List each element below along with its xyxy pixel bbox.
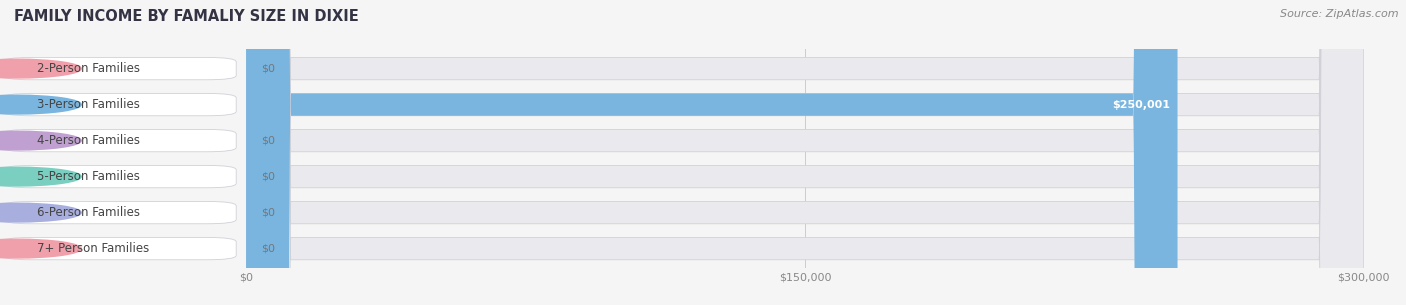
Text: 7+ Person Families: 7+ Person Families — [37, 242, 149, 255]
Text: $0: $0 — [262, 136, 276, 145]
Text: 5-Person Families: 5-Person Families — [37, 170, 139, 183]
FancyBboxPatch shape — [246, 0, 1178, 305]
Text: 4-Person Families: 4-Person Families — [37, 134, 141, 147]
Circle shape — [0, 167, 82, 186]
Text: $0: $0 — [262, 208, 276, 217]
Text: $0: $0 — [262, 172, 276, 181]
FancyBboxPatch shape — [3, 57, 236, 80]
FancyBboxPatch shape — [246, 0, 1364, 305]
Text: 3-Person Families: 3-Person Families — [37, 98, 139, 111]
Text: FAMILY INCOME BY FAMALIY SIZE IN DIXIE: FAMILY INCOME BY FAMALIY SIZE IN DIXIE — [14, 9, 359, 24]
FancyBboxPatch shape — [246, 0, 1364, 305]
Text: 6-Person Families: 6-Person Families — [37, 206, 141, 219]
FancyBboxPatch shape — [3, 201, 236, 224]
Circle shape — [0, 131, 82, 150]
FancyBboxPatch shape — [246, 0, 1364, 305]
FancyBboxPatch shape — [3, 237, 236, 260]
FancyBboxPatch shape — [246, 0, 1364, 305]
FancyBboxPatch shape — [3, 129, 236, 152]
Text: $0: $0 — [262, 64, 276, 74]
Text: $0: $0 — [262, 244, 276, 253]
Circle shape — [0, 203, 82, 222]
Text: 2-Person Families: 2-Person Families — [37, 62, 141, 75]
FancyBboxPatch shape — [3, 165, 236, 188]
Text: Source: ZipAtlas.com: Source: ZipAtlas.com — [1281, 9, 1399, 19]
Circle shape — [0, 59, 82, 78]
FancyBboxPatch shape — [246, 0, 1364, 305]
Text: $250,001: $250,001 — [1112, 100, 1170, 109]
FancyBboxPatch shape — [246, 0, 1364, 305]
Circle shape — [0, 95, 82, 114]
Circle shape — [0, 239, 82, 258]
FancyBboxPatch shape — [3, 93, 236, 116]
